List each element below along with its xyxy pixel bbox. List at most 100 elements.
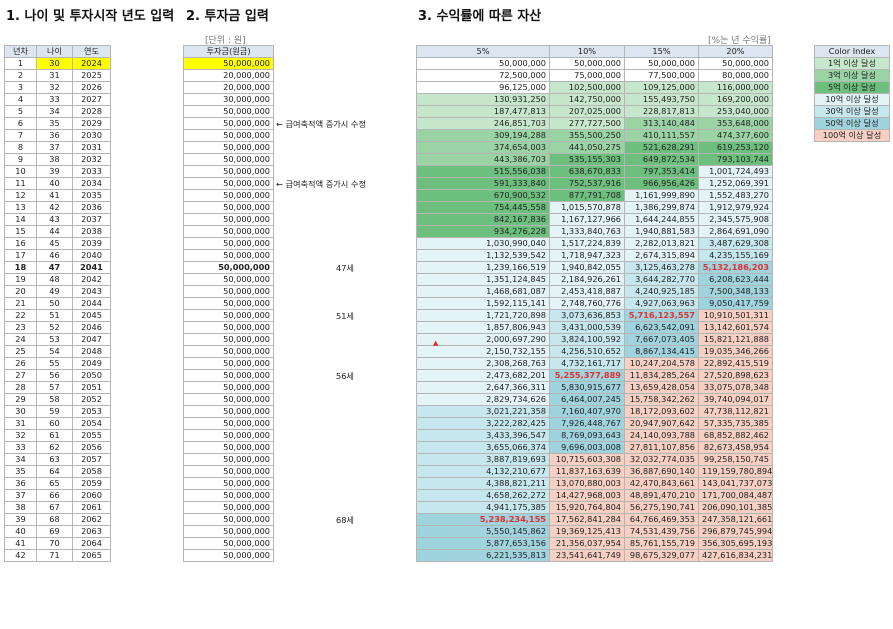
row-year: 2056 bbox=[72, 441, 111, 454]
row-year: 2028 bbox=[72, 105, 111, 118]
table-row: 50,000,000 bbox=[183, 249, 274, 262]
row-investment: 50,000,000 bbox=[183, 309, 274, 322]
asset-value-cell: 57,335,735,385 bbox=[698, 417, 773, 430]
asset-value-cell: 2,674,315,894 bbox=[624, 249, 699, 262]
asset-value-cell: 1,912,979,924 bbox=[698, 201, 773, 214]
table-row: 40 69 2063 bbox=[4, 525, 111, 538]
asset-value-cell: 22,892,415,519 bbox=[698, 357, 773, 370]
table-row: 50,000,000 bbox=[183, 357, 274, 370]
row-age: 34 bbox=[36, 105, 73, 118]
row-number: 30 bbox=[4, 405, 37, 418]
table-row: 31 60 2054 bbox=[4, 417, 111, 430]
table-row: 374,654,003 441,050,275 521,628,291 619,253… bbox=[416, 141, 773, 154]
row-investment: 50,000,000 bbox=[183, 333, 274, 346]
table-row: 10 39 2033 bbox=[4, 165, 111, 178]
asset-value-cell: 797,353,414 bbox=[624, 165, 699, 178]
table-row: 3,222,282,425 7,926,448,767 20,947,907,642… bbox=[416, 417, 773, 430]
table-row: 50,000,000 bbox=[183, 501, 274, 514]
asset-value-cell: 5,830,915,677 bbox=[549, 381, 625, 394]
row-year: 2032 bbox=[72, 153, 111, 166]
asset-value-cell: 9,050,417,759 bbox=[698, 297, 773, 310]
legend-item: 3억 이상 달성 bbox=[814, 69, 890, 82]
table-row: 5 34 2028 bbox=[4, 105, 111, 118]
asset-value-cell: 72,500,000 bbox=[416, 69, 550, 82]
table-row: 50,000,000 bbox=[183, 369, 274, 382]
table-row: 18 47 2041 bbox=[4, 261, 111, 274]
table-row: 20 49 2043 bbox=[4, 285, 111, 298]
row-investment: 50,000,000 bbox=[183, 105, 274, 118]
asset-value-cell: 4,235,155,169 bbox=[698, 249, 773, 262]
table-row: 50,000,000 bbox=[183, 117, 274, 130]
row-age: 45 bbox=[36, 237, 73, 250]
row-number: 31 bbox=[4, 417, 37, 430]
row-number: 5 bbox=[4, 105, 37, 118]
row-investment: 50,000,000 bbox=[183, 537, 274, 550]
row-number: 38 bbox=[4, 501, 37, 514]
table-row: 50,000,000 bbox=[183, 441, 274, 454]
row-year: 2057 bbox=[72, 453, 111, 466]
row-year: 2044 bbox=[72, 297, 111, 310]
table-row: 50,000,000 bbox=[183, 201, 274, 214]
table-row: 4,658,262,272 14,427,968,003 48,891,470,21… bbox=[416, 489, 773, 502]
table-row: 2,647,366,311 5,830,915,677 13,659,428,054… bbox=[416, 381, 773, 394]
row-number: 25 bbox=[4, 345, 37, 358]
header-year-no: 년차 bbox=[4, 45, 37, 58]
table-row: 72,500,000 75,000,000 77,500,000 80,000,000 bbox=[416, 69, 773, 82]
row-number: 22 bbox=[4, 309, 37, 322]
row-investment: 50,000,000 bbox=[183, 525, 274, 538]
table-row: 5,877,653,156 21,356,037,954 85,761,155,71… bbox=[416, 537, 773, 550]
header-investment: 투자금(원금) bbox=[183, 45, 274, 58]
row-investment: 50,000,000 bbox=[183, 501, 274, 514]
asset-value-cell: 109,125,000 bbox=[624, 81, 699, 94]
row-age: 56 bbox=[36, 369, 73, 382]
asset-value-cell: 75,000,000 bbox=[549, 69, 625, 82]
header-age: 나이 bbox=[36, 45, 73, 58]
row-investment: 50,000,000 bbox=[183, 381, 274, 394]
row-investment: 20,000,000 bbox=[183, 81, 274, 94]
table-row: 591,333,840 752,537,916 966,956,426 1,252,0… bbox=[416, 177, 773, 190]
asset-value-cell: 793,103,744 bbox=[698, 153, 773, 166]
table-row: 50,000,000 bbox=[183, 213, 274, 226]
table-row: 50,000,000 bbox=[183, 513, 274, 526]
row-year: 2024 bbox=[72, 57, 111, 70]
row-age: 41 bbox=[36, 189, 73, 202]
legend-item: 30억 이상 달성 bbox=[814, 105, 890, 118]
asset-value-cell: 50,000,000 bbox=[549, 57, 625, 70]
table-row: 2,150,732,155 4,256,510,652 8,867,134,415 1… bbox=[416, 345, 773, 358]
asset-value-cell: 10,910,501,311 bbox=[698, 309, 773, 322]
table-row: 50,000,000 bbox=[183, 345, 274, 358]
table-row: 1,468,681,087 2,453,418,887 4,240,925,185 7… bbox=[416, 285, 773, 298]
asset-value-cell: 13,070,880,003 bbox=[549, 477, 625, 490]
table-row: 38 67 2061 bbox=[4, 501, 111, 514]
table-row: 33 62 2056 bbox=[4, 441, 111, 454]
table-row: 443,386,703 535,155,303 649,872,534 793,103… bbox=[416, 153, 773, 166]
row-number: 27 bbox=[4, 369, 37, 382]
row-number: 20 bbox=[4, 285, 37, 298]
asset-value-cell: 7,667,073,405 bbox=[624, 333, 699, 346]
row-age: 51 bbox=[36, 309, 73, 322]
note-text: ← 급여축적액 증가시 수정 bbox=[276, 178, 366, 189]
table-row: 1,030,990,040 1,517,224,839 2,282,013,821 3… bbox=[416, 237, 773, 250]
table-row: 4 33 2027 bbox=[4, 93, 111, 106]
row-age: 64 bbox=[36, 465, 73, 478]
asset-value-cell: 1,644,244,855 bbox=[624, 213, 699, 226]
table-row: 50,000,000 bbox=[183, 177, 274, 190]
table-row: 3,021,221,358 7,160,407,970 18,172,093,602… bbox=[416, 405, 773, 418]
cursor-mark-icon: ▲ bbox=[433, 339, 439, 347]
asset-value-cell: 20,947,907,642 bbox=[624, 417, 699, 430]
row-investment: 50,000,000 bbox=[183, 477, 274, 490]
asset-value-cell: 1,857,806,943 bbox=[416, 321, 550, 334]
row-age: 66 bbox=[36, 489, 73, 502]
asset-value-cell: 1,940,842,055 bbox=[549, 261, 625, 274]
row-year: 2051 bbox=[72, 381, 111, 394]
table-row: 50,000,000 bbox=[183, 309, 274, 322]
row-investment: 50,000,000 bbox=[183, 261, 274, 274]
asset-value-cell: 1,468,681,087 bbox=[416, 285, 550, 298]
asset-value-cell: 3,644,282,770 bbox=[624, 273, 699, 286]
row-age: 68 bbox=[36, 513, 73, 526]
asset-value-cell: 3,487,629,308 bbox=[698, 237, 773, 250]
asset-value-cell: 8,867,134,415 bbox=[624, 345, 699, 358]
asset-table: 5% 10% 15% 20% 50,000,000 50,000,000 50,000,0… bbox=[416, 45, 773, 562]
table-row: 6 35 2029 bbox=[4, 117, 111, 130]
table-row: 50,000,000 50,000,000 50,000,000 50,000,000 bbox=[416, 57, 773, 70]
